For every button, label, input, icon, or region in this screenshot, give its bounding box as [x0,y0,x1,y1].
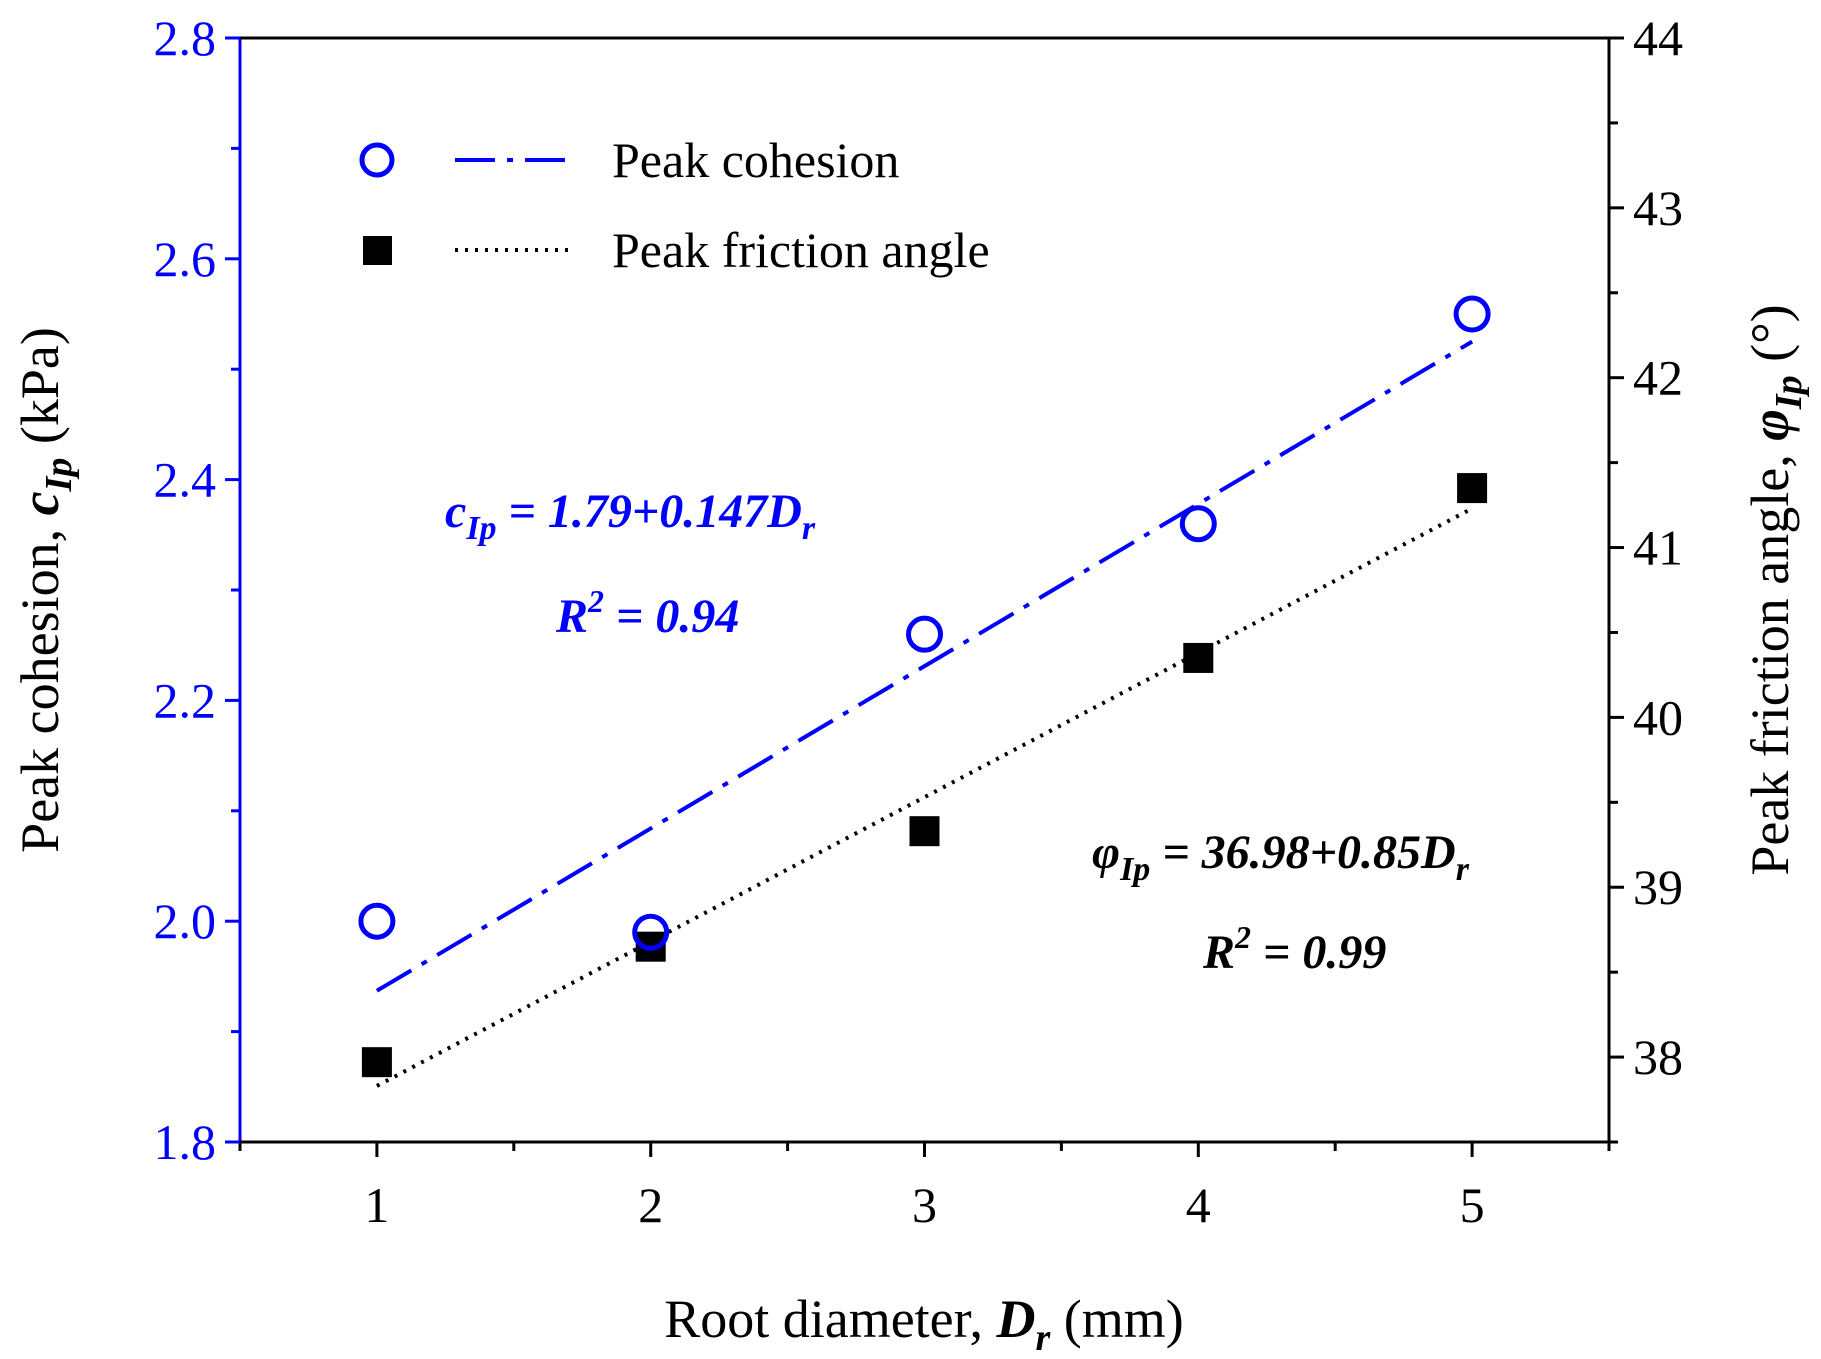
eq-symbol-sub: Ip [465,510,496,547]
eq-rhs: = 1.79+0.147D [497,485,802,538]
ylabel-right-symbol: φ [1740,409,1800,441]
ylabel-left-suffix: (kPa) [10,327,70,457]
eq-symbol-sub: Ip [1119,851,1150,888]
equation-cohesion: cIp = 1.79+0.147Dr [445,485,816,547]
y-right-tick-label: 42 [1633,350,1683,406]
eq-symbol: φ [1092,826,1120,879]
point-peak-friction-angle [362,1047,392,1077]
ylabel-right-suffix: (°) [1740,304,1800,375]
y-right-tick-label: 44 [1633,10,1683,66]
y-left-tick-label: 2.2 [154,672,217,728]
point-peak-cohesion [1456,298,1488,330]
eq-rhs-sub: r [1456,851,1470,888]
x-axis-title: Root diameter, Dr (mm) [664,1289,1184,1359]
y-left-tick-label: 2.8 [154,10,217,66]
eq-symbol: c [445,485,466,538]
plot-frame [240,38,1609,1142]
x-tick-label: 1 [364,1177,389,1233]
chart: 1 2 3 4 5 1.8 2.0 2.2 2.4 2.6 2.8 38 39 40 41 42 43 44 Pe… [0,0,1821,1359]
x-tick-label: 2 [638,1177,663,1233]
legend-label-friction: Peak friction angle [612,222,990,278]
y-right-tick-label: 39 [1633,859,1683,915]
y-right-tick-label: 38 [1633,1029,1683,1085]
eq-rhs: = 36.98+0.85D [1150,826,1455,879]
y-left-tick-label: 2.6 [154,231,217,287]
y-right-tick-label: 43 [1633,180,1683,236]
ylabel-right-sub: Ip [1768,375,1810,410]
ylabel-right-prefix: Peak friction angle, [1740,441,1800,876]
equation-friction: φIp = 36.98+0.85Dr [1092,826,1470,888]
point-peak-cohesion [361,905,393,937]
legend-label-cohesion: Peak cohesion [612,132,899,188]
x-tick-label: 3 [912,1177,937,1233]
r2-sup: 2 [587,583,604,619]
point-peak-friction-angle [1183,643,1213,673]
xlabel-prefix: Root diameter, [664,1289,996,1349]
y-left-tick-label: 2.4 [154,452,217,508]
fit-line-peak-friction-angle [377,508,1472,1085]
eq-rhs-sub: r [802,510,816,547]
r2-rest: = 0.94 [604,590,739,643]
point-peak-friction-angle [1457,473,1487,503]
point-peak-cohesion [909,618,941,650]
fit-line-peak-cohesion [377,342,1472,991]
point-peak-friction-angle [910,816,940,846]
r2-sup: 2 [1234,919,1251,955]
r2-base: R [1202,926,1235,979]
r2-friction: R2 = 0.99 [1202,919,1386,979]
x-tick-label: 4 [1186,1177,1211,1233]
legend-marker-friction [363,236,392,265]
ylabel-left-prefix: Peak cohesion, [10,515,70,852]
x-tick-label: 5 [1460,1177,1485,1233]
ylabel-left-symbol: c [10,491,70,515]
r2-base: R [555,590,588,643]
ylabel-left-sub: Ip [38,458,80,493]
y-left-tick-label: 2.0 [154,893,217,949]
y-axis-left-title: Peak cohesion, cIp (kPa) [10,327,80,853]
xlabel-symbol: D [995,1289,1035,1349]
point-peak-cohesion [1182,508,1214,540]
legend-marker-cohesion [362,145,392,175]
r2-cohesion: R2 = 0.94 [555,583,739,643]
y-axis-right-title: Peak friction angle, φIp (°) [1740,304,1810,875]
y-right-tick-label: 40 [1633,689,1683,745]
y-right-tick-label: 41 [1633,520,1683,576]
legend: Peak cohesion Peak friction angle [362,132,990,278]
xlabel-suffix: (mm) [1050,1289,1183,1349]
xlabel-sub: r [1035,1317,1051,1359]
y-left-tick-label: 1.8 [154,1114,217,1170]
r2-rest: = 0.99 [1251,926,1386,979]
